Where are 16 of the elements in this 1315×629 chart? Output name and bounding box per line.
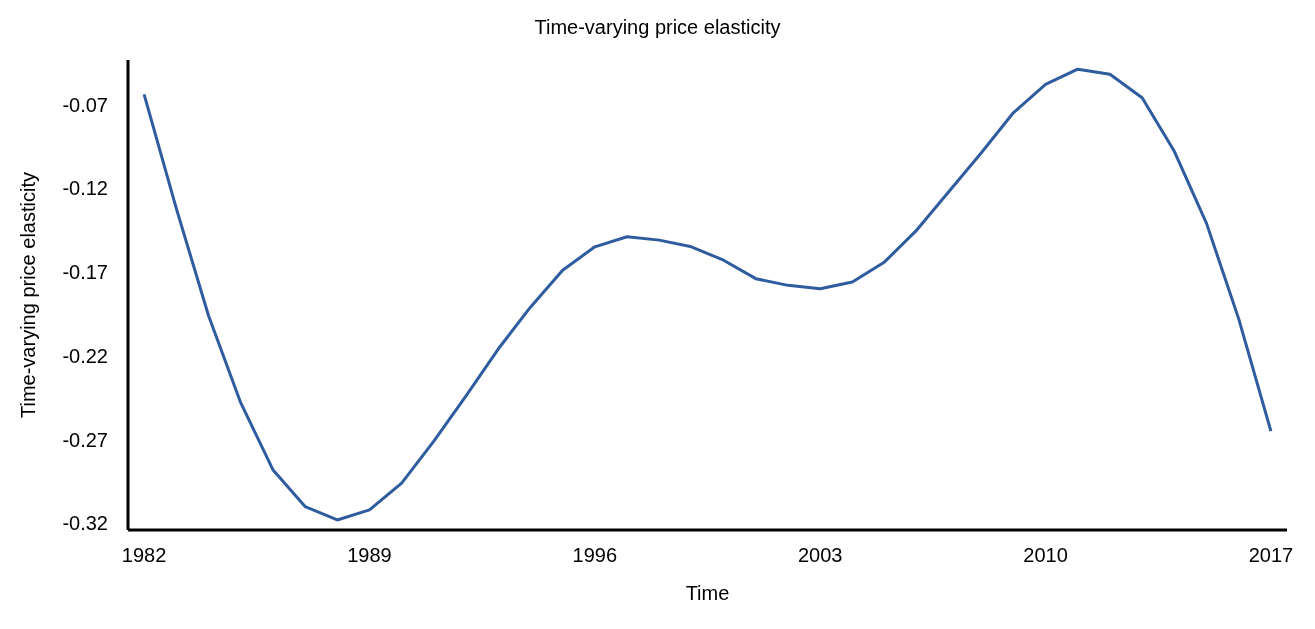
y-tick-label: -0.22	[62, 344, 108, 367]
x-tick-label: 2017	[1248, 544, 1294, 567]
y-tick-label: -0.17	[62, 261, 108, 284]
x-tick-label: 1982	[121, 544, 167, 567]
x-tick-label: 1996	[572, 544, 618, 567]
x-tick-label: 2003	[797, 544, 843, 567]
y-tick-label: -0.32	[62, 512, 108, 535]
x-tick-label: 1989	[347, 544, 392, 567]
line-series	[142, 67, 1273, 522]
y-tick-label: -0.27	[62, 428, 108, 451]
y-tick-label: -0.07	[62, 93, 108, 116]
chart-title: Time-varying price elasticity	[533, 16, 782, 39]
y-axis-title: Time-varying price elasticity	[17, 172, 40, 418]
x-axis-title: Time	[685, 582, 730, 604]
x-tick-label: 2010	[1023, 544, 1068, 567]
y-tick-label: -0.12	[62, 177, 108, 200]
